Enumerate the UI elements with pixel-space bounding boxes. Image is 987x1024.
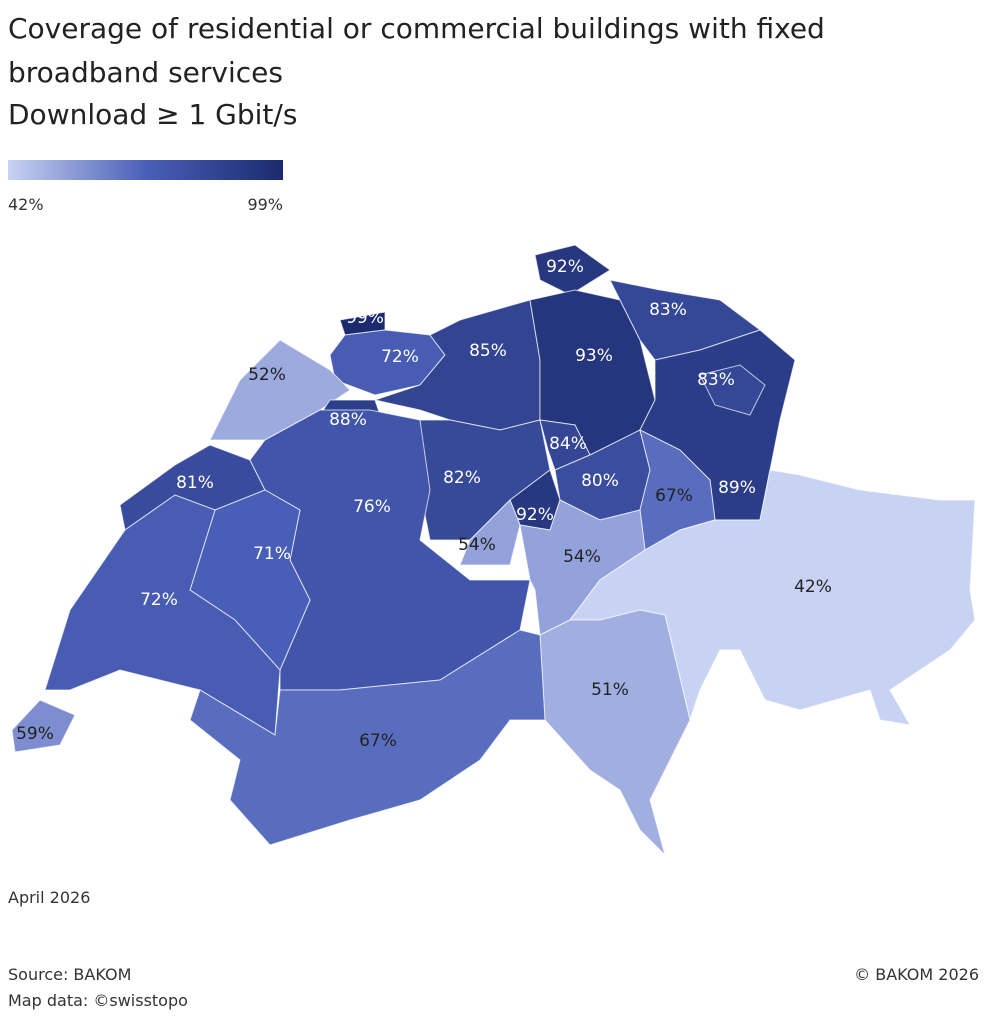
region-labels: 92% 99% 72% 85% 93% 83% 89% 83% 52% 88% 82% 84% 80% 6… [16,257,832,751]
source: Source: BAKOM [8,965,131,984]
region-label: 92% [546,257,584,277]
region-label: 52% [248,365,286,385]
region-label: 51% [591,680,629,700]
region [534,244,611,296]
region-label: 83% [649,300,687,320]
regions [11,244,976,857]
region-label: 71% [253,544,291,564]
copyright: © BAKOM 2026 [854,965,979,984]
region-label: 83% [697,370,735,390]
region-label: 92% [516,505,554,525]
region-label: 93% [575,346,613,366]
region [699,364,766,416]
region-label: 59% [16,724,54,744]
region-label: 80% [581,471,619,491]
region-label: 88% [329,410,367,430]
legend-bar [8,160,283,180]
region-label: 54% [458,535,496,555]
date: April 2026 [8,888,90,907]
region-label: 54% [563,547,601,567]
region-label: 67% [655,486,693,506]
region-label: 42% [794,577,832,597]
region [189,629,546,846]
region-label: 85% [469,341,507,361]
map-data: Map data: ©swisstopo [8,991,188,1010]
region [44,494,281,736]
region-label: 82% [443,468,481,488]
legend-min: 42% [8,195,44,214]
region [539,609,691,857]
region [459,499,521,566]
title-line: Download ≥ 1 Gbit/s [8,98,297,131]
title-line: broadband services [8,56,283,89]
legend-max: 99% [247,195,283,214]
region-label: 76% [353,497,391,517]
region-label: 84% [549,434,587,454]
region-label: 72% [381,347,419,367]
region [11,699,76,753]
region-label: 89% [718,478,756,498]
region-label: 81% [176,473,214,493]
title-line: Coverage of residential or commercial bu… [8,12,825,45]
region-label: 72% [140,590,178,610]
region-label: 99% [346,308,384,328]
region-label: 67% [359,731,397,751]
